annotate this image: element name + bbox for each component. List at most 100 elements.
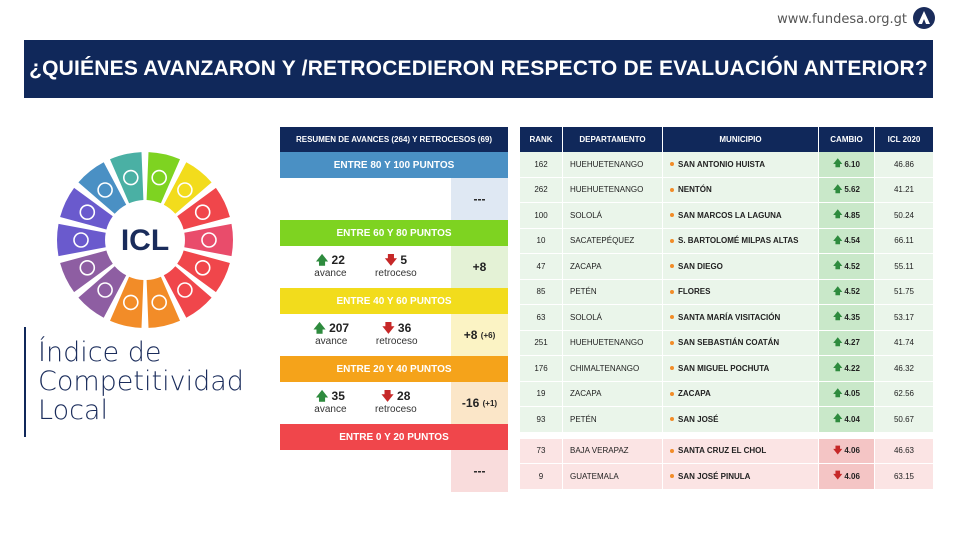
cell-departamento: SACATEPÉQUEZ <box>563 228 663 253</box>
arrow-up-icon: 🡅 <box>833 158 843 169</box>
advance-label: avance <box>314 268 347 279</box>
municipio-name: SAN MIGUEL POCHUTA <box>678 363 770 373</box>
advance-count: 22 <box>331 253 345 267</box>
cell-icl: 46.86 <box>875 152 933 177</box>
page-title: ¿QUIÉNES AVANZARON Y /RETROCEDIERON RESP… <box>24 40 933 98</box>
cell-cambio: 🡇 4.06 <box>819 464 875 489</box>
cell-rank: 47 <box>520 254 563 279</box>
cell-municipio: SAN MIGUEL POCHUTA <box>663 356 819 381</box>
cell-icl: 62.56 <box>875 381 933 406</box>
cell-cambio: 🡅 4.35 <box>819 305 875 330</box>
cell-municipio: SAN JOSÉ PINULA <box>663 464 819 489</box>
summary-band-row: 🡅 35 avance 🡇 28 retroceso -16 (+1) <box>280 382 508 424</box>
municipio-name: SAN DIEGO <box>678 261 723 271</box>
cell-cambio: 🡅 6.10 <box>819 152 875 177</box>
advance-count: 207 <box>329 321 350 335</box>
cell-cambio: 🡅 4.05 <box>819 381 875 406</box>
summary-band-row: --- <box>280 178 508 220</box>
cell-departamento: ZACAPA <box>563 254 663 279</box>
col-icl-2020: ICL 2020 <box>887 135 921 144</box>
cell-cambio: 🡅 5.62 <box>819 177 875 202</box>
bullet-icon <box>670 417 674 422</box>
table-row: 251 HUEHUETENANGO SAN SEBASTIÁN COATÁN 🡅… <box>520 330 933 356</box>
cell-municipio: SAN SEBASTIÁN COATÁN <box>663 330 819 355</box>
cambio-value: 4.27 <box>844 338 860 348</box>
cell-municipio: SAN MARCOS LA LAGUNA <box>663 203 819 228</box>
net-change: --- <box>451 178 508 220</box>
cambio-value: 4.04 <box>844 414 860 424</box>
cell-departamento: CHIMALTENANGO <box>563 356 663 381</box>
cell-departamento: SOLOLÁ <box>563 305 663 330</box>
summary-band-row: --- <box>280 450 508 492</box>
advance-stat: 🡅 207 avance <box>313 321 349 349</box>
net-value: +8 <box>463 328 478 342</box>
municipio-name: S. BARTOLOMÉ MILPAS ALTAS <box>678 236 799 246</box>
table-row: 162 HUEHUETENANGO SAN ANTONIO HUISTA 🡅 6.… <box>520 152 933 178</box>
table-row: 93 PETÉN SAN JOSÉ 🡅 4.04 50.67 <box>520 407 933 433</box>
cambio-value: 4.05 <box>844 389 860 399</box>
net-value: --- <box>473 192 486 206</box>
summary-counts: 🡅 35 avance 🡇 28 retroceso <box>280 382 451 424</box>
cell-rank: 100 <box>520 203 563 228</box>
cell-icl: 41.21 <box>875 177 933 202</box>
logo-petal-glyph <box>122 294 139 311</box>
table-row: 176 CHIMALTENANGO SAN MIGUEL POCHUTA 🡅 4.… <box>520 356 933 382</box>
municipio-name: NENTÓN <box>678 185 712 195</box>
cell-departamento: HUEHUETENANGO <box>563 330 663 355</box>
bullet-icon <box>670 238 674 243</box>
table-row: 9 GUATEMALA SAN JOSÉ PINULA 🡇 4.06 63.15 <box>520 464 933 490</box>
logo-petal <box>78 266 127 318</box>
setback-count: 5 <box>400 253 408 267</box>
logo-petal <box>60 250 113 293</box>
cambio-value: 4.06 <box>844 471 860 481</box>
summary-counts <box>280 450 451 492</box>
cambio-value: 6.10 <box>844 159 860 169</box>
summary-band-header: ENTRE 80 Y 100 PUNTOS <box>280 152 508 178</box>
cell-municipio: SAN JOSÉ <box>663 407 819 432</box>
brand-divider <box>24 327 26 437</box>
table-row: 47 ZACAPA SAN DIEGO 🡅 4.52 55.11 <box>520 254 933 280</box>
setback-label: retroceso <box>375 268 417 279</box>
col-cambio: CAMBIO <box>819 127 875 152</box>
logo-petal <box>60 187 113 230</box>
logo-petal <box>177 187 230 230</box>
cambio-value: 5.62 <box>844 185 860 195</box>
setback-label: retroceso <box>375 404 417 415</box>
summary-band-header: ENTRE 60 Y 80 PUNTOS <box>280 220 508 246</box>
advance-label: avance <box>315 336 348 347</box>
municipio-name: SAN ANTONIO HUISTA <box>678 159 765 169</box>
cell-municipio: SANTA CRUZ EL CHOL <box>663 438 819 463</box>
advance-count: 35 <box>331 389 345 403</box>
municipio-name: SANTA MARÍA VISITACIÓN <box>678 312 781 322</box>
col-departamento: DEPARTAMENTO <box>563 127 663 152</box>
logo-petal-glyph <box>151 294 167 311</box>
arrow-up-icon: 🡅 <box>833 260 843 271</box>
site-url[interactable]: www.fundesa.org.gt <box>777 12 907 27</box>
municipio-name: SANTA CRUZ EL CHOL <box>678 446 767 456</box>
cell-icl: 63.15 <box>875 464 933 489</box>
cell-municipio: SANTA MARÍA VISITACIÓN <box>663 305 819 330</box>
arrow-up-icon: 🡅 <box>315 389 329 403</box>
summary-panel: RESUMEN DE AVANCES (264) Y RETROCESOS (6… <box>280 127 508 492</box>
municipio-name: FLORES <box>678 287 711 297</box>
net-change: +8 <box>451 246 508 288</box>
cell-departamento: HUEHUETENANGO <box>563 177 663 202</box>
cell-rank: 93 <box>520 407 563 432</box>
logo-petal-glyph <box>151 169 167 186</box>
arrow-up-icon: 🡅 <box>313 321 326 335</box>
table-row: 19 ZACAPA ZACAPA 🡅 4.05 62.56 <box>520 381 933 407</box>
setback-count: 28 <box>397 389 411 403</box>
summary-title: RESUMEN DE AVANCES (264) Y RETROCESOS (6… <box>280 127 508 152</box>
logo-petal <box>110 276 144 328</box>
net-sub-value: (+6) <box>480 330 496 340</box>
logo-petal <box>163 266 212 318</box>
bullet-icon <box>670 366 674 371</box>
summary-band-row: 🡅 207 avance 🡇 36 retroceso +8 (+6) <box>280 314 508 356</box>
table-row: 73 BAJA VERAPAZ SANTA CRUZ EL CHOL 🡇 4.06… <box>520 438 933 464</box>
advance-label: avance <box>314 404 347 415</box>
cambio-value: 4.35 <box>844 312 860 322</box>
cell-icl: 41.74 <box>875 330 933 355</box>
logo-petal-glyph <box>97 282 113 298</box>
bullet-icon <box>670 289 674 294</box>
arrow-up-icon: 🡅 <box>833 362 843 373</box>
